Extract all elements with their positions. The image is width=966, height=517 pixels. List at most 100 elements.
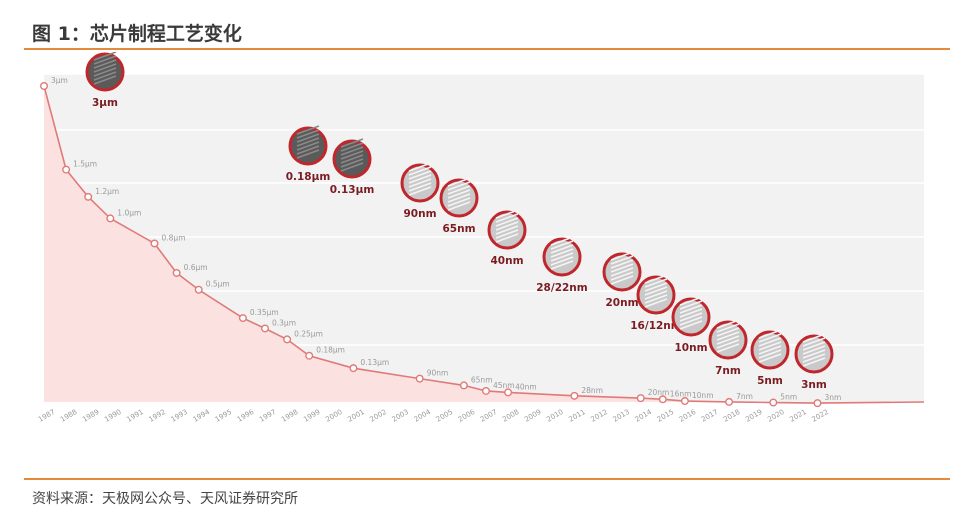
x-tick-label: 1992 (148, 408, 167, 424)
data-label: 0.35μm (250, 308, 279, 317)
x-tick-label: 1990 (103, 408, 122, 424)
node-label: 0.18μm (286, 171, 331, 183)
chip-cross-section-icon (439, 177, 479, 218)
data-label: 40nm (515, 382, 537, 391)
node-label: 65nm (442, 223, 475, 235)
chip-cross-section-icon (332, 138, 372, 179)
node-label: 5nm (757, 375, 783, 387)
data-point (504, 388, 513, 397)
x-tick-label: 2019 (744, 408, 763, 424)
chip-cross-section-icon (602, 251, 642, 292)
x-tick-label: 2015 (656, 408, 675, 424)
node-label: 90nm (403, 208, 436, 220)
x-tick-label: 1988 (59, 408, 78, 424)
chip-cross-section-icon (636, 274, 676, 315)
x-tick-label: 1987 (37, 408, 56, 424)
data-label: 16nm (670, 389, 692, 398)
data-point (150, 239, 159, 248)
data-label: 0.6μm (184, 263, 208, 272)
data-label: 10nm (692, 391, 714, 400)
area-fill (44, 86, 924, 404)
node-label: 28/22nm (536, 282, 588, 294)
data-point (172, 268, 181, 277)
x-tick-label: 2016 (678, 408, 698, 424)
data-point (283, 335, 292, 344)
node-label: 16/12nm (630, 320, 682, 332)
node-label: 10nm (674, 342, 707, 354)
data-label: 3nm (825, 393, 842, 402)
x-tick-label: 1991 (125, 408, 144, 424)
data-point (194, 285, 203, 294)
x-tick-label: 2012 (590, 408, 609, 424)
x-tick-label: 2010 (545, 408, 564, 424)
chip-cross-section-icon (671, 296, 711, 337)
data-label: 1.0μm (117, 208, 141, 217)
data-label: 65nm (471, 375, 493, 384)
process-node-chart: 3μm1.5μm1.2μm1.0μm0.8μm0.6μm0.5μm0.35μm0… (37, 52, 925, 424)
chip-cross-section-icon (794, 333, 834, 374)
data-label: 0.8μm (162, 233, 186, 242)
data-point (238, 314, 247, 323)
x-tick-label: 2013 (612, 408, 631, 424)
x-tick-label: 1995 (214, 408, 233, 424)
chip-cross-section-icon (400, 162, 440, 203)
data-point (349, 364, 358, 373)
chip-cross-section-icon (487, 209, 527, 250)
x-tick-label: 1998 (280, 408, 299, 424)
data-point (813, 399, 822, 408)
data-point (305, 351, 314, 360)
data-label: 90nm (427, 369, 449, 378)
data-label: 1.5μm (73, 160, 97, 169)
x-tick-label: 2022 (811, 408, 830, 424)
x-tick-label: 2002 (369, 408, 388, 424)
data-label: 0.3μm (272, 318, 296, 327)
data-point (261, 324, 270, 333)
x-tick-label: 2018 (722, 408, 741, 424)
data-label: 0.25μm (294, 329, 323, 338)
figure-title: 图 1：芯片制程工艺变化 (32, 23, 242, 45)
data-point (40, 82, 49, 91)
x-tick-label: 2004 (413, 408, 433, 424)
node-label: 20nm (605, 297, 638, 309)
x-tick-label: 1999 (302, 408, 321, 424)
data-point (769, 398, 778, 407)
data-label: 20nm (648, 388, 670, 397)
x-tick-label: 2005 (435, 408, 454, 424)
data-label: 0.13μm (360, 358, 389, 367)
x-tick-label: 1997 (258, 408, 277, 424)
data-point (658, 395, 667, 404)
data-point (459, 381, 468, 390)
x-tick-label: 1993 (170, 408, 189, 424)
data-point (84, 192, 93, 201)
data-point (680, 397, 689, 406)
data-point (725, 397, 734, 406)
x-tick-label: 1994 (192, 408, 212, 424)
node-label: 0.13μm (330, 184, 375, 196)
node-label: 3nm (801, 379, 827, 391)
chip-cross-section-icon (542, 236, 582, 277)
x-tick-label: 1989 (81, 408, 100, 424)
source-note: 资料来源：天极网公众号、天风证券研究所 (32, 491, 298, 507)
data-label: 7nm (736, 392, 753, 401)
x-tick-label: 2007 (479, 408, 498, 424)
x-tick-label: 2011 (567, 408, 586, 424)
x-tick-label: 2009 (523, 408, 542, 424)
data-label: 28nm (581, 386, 603, 395)
data-point (482, 386, 491, 395)
x-tick-label: 2000 (324, 408, 343, 424)
x-tick-label: 2020 (766, 408, 785, 424)
data-label: 0.18μm (316, 346, 345, 355)
chip-cross-section-icon (750, 329, 790, 370)
top-divider (24, 48, 950, 50)
chip-cross-section-icon (85, 52, 125, 92)
x-tick-label: 2001 (346, 408, 365, 424)
data-point (636, 394, 645, 403)
node-label: 40nm (490, 255, 523, 267)
data-label: 3μm (51, 76, 68, 85)
x-tick-label: 2006 (457, 408, 477, 424)
data-label: 1.2μm (95, 187, 119, 196)
series-line (43, 85, 925, 404)
bottom-divider (24, 478, 950, 480)
data-point (62, 165, 71, 174)
data-point (415, 374, 424, 383)
